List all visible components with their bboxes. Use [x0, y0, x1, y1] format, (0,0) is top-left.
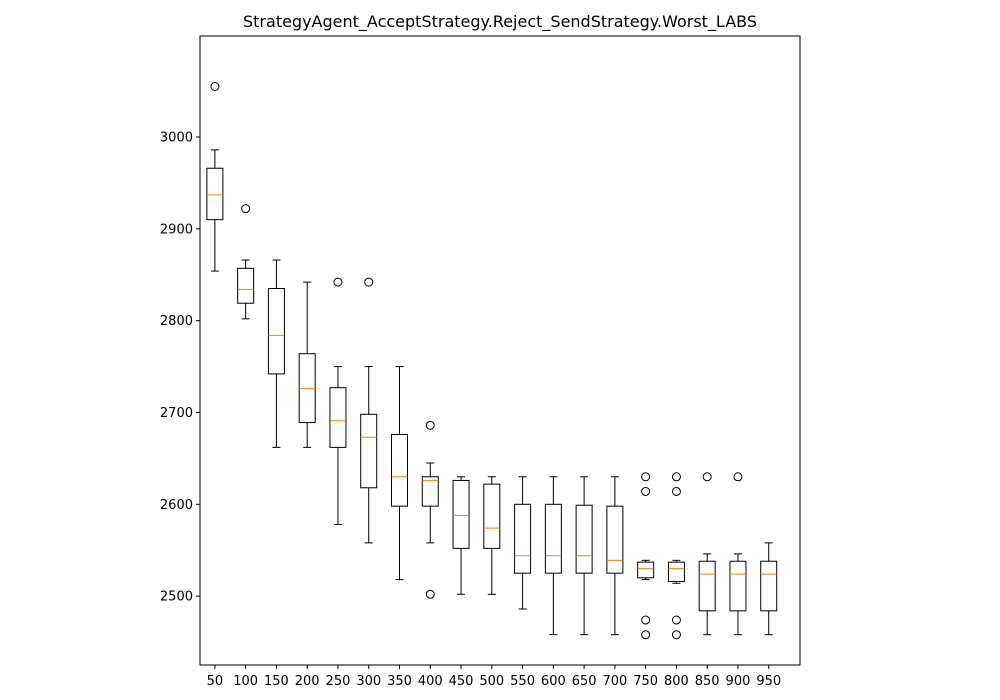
box-group-800	[667, 472, 685, 640]
x-tick-label: 850	[695, 674, 720, 689]
iqr-box	[667, 561, 685, 582]
iqr-box	[237, 267, 255, 304]
x-tick-label: 200	[295, 674, 320, 689]
iqr-box	[360, 413, 378, 489]
iqr-box	[421, 476, 439, 507]
x-tick-label: 150	[264, 674, 289, 689]
x-tick-label: 100	[233, 674, 258, 689]
x-tick-label: 600	[541, 674, 566, 689]
box-group-450	[452, 476, 470, 595]
box-group-350	[391, 366, 408, 581]
box-group-200	[298, 281, 316, 448]
iqr-box	[452, 479, 470, 549]
iqr-box	[267, 288, 285, 375]
box-group-50	[206, 82, 224, 272]
x-tick-label: 300	[356, 674, 381, 689]
x-tick-label: 950	[756, 674, 781, 689]
outlier-point	[425, 420, 435, 430]
y-tick-label: 2900	[160, 222, 193, 237]
x-axis: 50 100 150 200 250 300 350 400 450 500 550 600 650 70…	[207, 665, 781, 689]
outlier-point	[425, 589, 435, 599]
outlier-point	[702, 472, 712, 482]
box-group-600	[544, 476, 562, 636]
x-tick-label: 350	[387, 674, 412, 689]
box-group-700	[606, 476, 624, 636]
x-tick-label: 650	[572, 674, 597, 689]
box-group-400	[421, 420, 439, 599]
box-group-850	[698, 472, 716, 636]
box-series	[206, 82, 778, 640]
x-tick-label: 50	[207, 674, 224, 689]
x-tick-label: 500	[479, 674, 504, 689]
y-axis: 2500 2600 2700 2800 2900 3000	[160, 131, 200, 605]
box-group-550	[514, 476, 532, 610]
outlier-point	[364, 277, 374, 287]
x-tick-label: 750	[633, 674, 658, 689]
iqr-box	[514, 503, 532, 574]
box-group-650	[575, 476, 593, 636]
x-tick-label: 250	[326, 674, 351, 689]
x-tick-label: 800	[664, 674, 689, 689]
iqr-box	[206, 167, 224, 221]
chart-title: StrategyAgent_AcceptStrategy.Reject_Send…	[243, 12, 757, 32]
y-tick-label: 3000	[160, 131, 193, 146]
iqr-box	[760, 560, 778, 612]
x-tick-label: 400	[418, 674, 443, 689]
outlier-point	[333, 277, 343, 287]
box-group-500	[483, 476, 501, 595]
iqr-box	[729, 560, 747, 612]
outlier-point	[671, 486, 681, 496]
y-tick-label: 2800	[160, 314, 193, 329]
iqr-box	[391, 434, 408, 507]
outlier-point	[641, 472, 651, 482]
iqr-box	[637, 561, 655, 579]
box-group-950	[760, 542, 778, 636]
iqr-box	[483, 483, 501, 549]
iqr-box	[606, 505, 624, 574]
outlier-point	[641, 486, 651, 496]
outlier-point	[733, 472, 743, 482]
x-tick-label: 450	[449, 674, 474, 689]
box-group-900	[729, 472, 747, 636]
iqr-box	[575, 504, 593, 574]
x-tick-label: 550	[510, 674, 535, 689]
iqr-box	[698, 560, 716, 612]
box-group-100	[237, 204, 255, 320]
iqr-box	[544, 503, 562, 574]
outlier-point	[671, 472, 681, 482]
plot-area-frame	[199, 35, 801, 666]
box-group-300	[360, 277, 378, 544]
outlier-point	[641, 630, 651, 640]
y-tick-label: 2500	[160, 590, 193, 605]
x-tick-label: 700	[602, 674, 627, 689]
iqr-box	[329, 387, 347, 448]
y-tick-label: 2600	[160, 498, 193, 513]
outlier-point	[241, 204, 251, 214]
outlier-point	[210, 82, 220, 92]
outlier-point	[671, 615, 681, 625]
outlier-point	[641, 615, 651, 625]
outlier-point	[671, 630, 681, 640]
box-group-150	[267, 259, 285, 448]
box-group-250	[329, 277, 347, 526]
box-group-750	[637, 472, 655, 640]
x-tick-label: 900	[726, 674, 751, 689]
y-tick-label: 2700	[160, 406, 193, 421]
